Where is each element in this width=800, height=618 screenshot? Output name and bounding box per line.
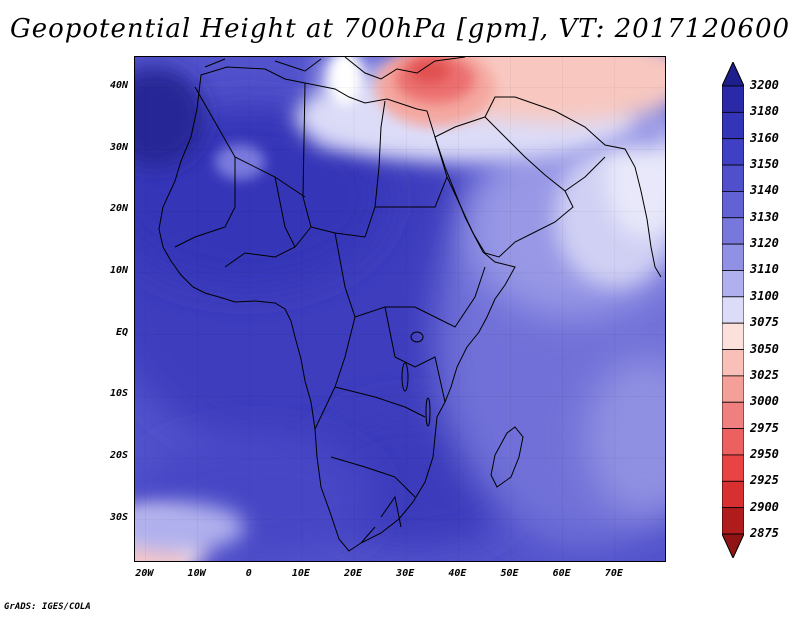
colorbar-level-label: 2900: [750, 499, 779, 514]
lon-tick-label: 0: [245, 568, 252, 579]
graticule: [135, 57, 665, 561]
lat-tick-label: 30N: [109, 141, 128, 153]
lat-tick-label: 10S: [109, 388, 128, 400]
colorbar-swatch: [721, 111, 745, 140]
lon-tick-label: 20E: [344, 568, 363, 579]
colorbar-level-label: 3000: [750, 394, 779, 409]
coastlines: [158, 57, 662, 552]
height-field-shading: [135, 57, 665, 561]
colorbar-level-label: 3110: [750, 262, 779, 277]
colorbar-level-label: 3180: [750, 104, 779, 119]
colorbar-swatch: [721, 375, 745, 403]
lon-tick-label: 70E: [604, 568, 623, 579]
colorbar-swatch: [721, 243, 745, 271]
lon-tick-label: 40E: [448, 568, 467, 579]
lat-tick-label: 40N: [109, 79, 128, 91]
colorbar-swatch: [721, 401, 745, 429]
colorbar-swatches: [721, 60, 745, 560]
colorbar-level-label: 2925: [750, 473, 779, 488]
colorbar-level-label: 3130: [750, 209, 779, 224]
colorbar-swatch: [721, 138, 745, 166]
lon-tick-label: 20W: [135, 568, 154, 579]
colorbar-level-label: 3050: [750, 341, 779, 356]
lat-tick-label: 20S: [109, 450, 128, 462]
colorbar-swatch: [721, 480, 745, 509]
colorbar-min-triangle: [721, 533, 745, 560]
colorbar-level-label: 3025: [750, 367, 779, 382]
lat-tick-label: 10N: [109, 264, 128, 276]
colorbar-swatch: [721, 322, 745, 350]
map-panel: [134, 56, 666, 562]
colorbar-level-label: 3150: [750, 157, 779, 172]
lon-tick-label: 60E: [552, 568, 571, 579]
colorbar-max-triangle: [721, 60, 745, 87]
colorbar-swatch: [721, 191, 745, 219]
lat-tick-label: EQ: [115, 326, 128, 338]
colorbar-swatch: [721, 507, 745, 535]
colorbar-swatch: [721, 270, 745, 298]
colorbar-level-label: 3160: [750, 130, 779, 145]
colorbar: [721, 60, 745, 560]
colorbar-level-label: 2975: [750, 420, 779, 435]
map-title: Geopotential Height at 700hPa [gpm], VT:…: [9, 14, 791, 44]
lon-tick-label: 10W: [187, 568, 206, 579]
colorbar-level-label: 3140: [750, 183, 779, 198]
geopotential-map: [135, 57, 665, 561]
lat-tick-label: 20N: [109, 203, 128, 215]
colorbar-level-label: 2875: [750, 526, 779, 540]
colorbar-swatch: [721, 454, 745, 482]
colorbar-level-label: 3075: [750, 315, 779, 330]
lat-tick-label: 30S: [109, 511, 128, 523]
colorbar-swatch: [721, 164, 745, 192]
colorbar-level-label: 3200: [750, 78, 779, 92]
credit-footer: GrADS: IGES/COLA: [4, 602, 91, 612]
colorbar-level-label: 3120: [750, 236, 779, 251]
colorbar-swatch: [721, 349, 745, 377]
lon-tick-label: 50E: [500, 568, 519, 579]
lakes: [401, 331, 431, 427]
colorbar-swatch: [721, 428, 745, 456]
colorbar-level-label: 3100: [750, 288, 779, 303]
lon-tick-label: 30E: [396, 568, 415, 579]
lon-tick-label: 10E: [291, 568, 310, 579]
colorbar-swatch: [721, 85, 745, 113]
colorbar-swatch: [721, 217, 745, 245]
colorbar-swatch: [721, 296, 745, 324]
colorbar-level-label: 2950: [750, 446, 779, 461]
